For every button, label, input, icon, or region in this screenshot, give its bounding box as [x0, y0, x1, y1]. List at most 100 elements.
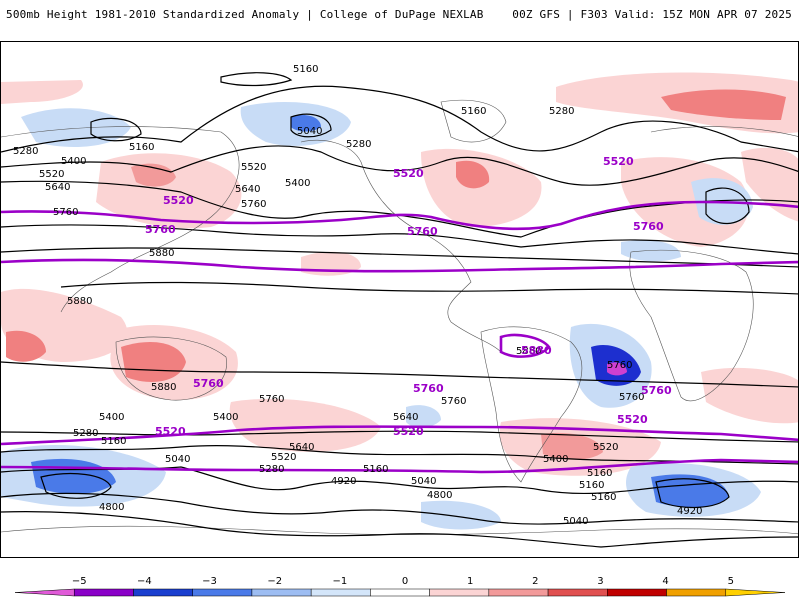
pos-anomaly-nw [1, 80, 83, 104]
coast-greenland [440, 99, 507, 143]
contour-5280-north [1, 145, 798, 186]
colorbar-segment [133, 588, 193, 597]
contour-label: 5760 [607, 360, 632, 371]
colorbar-segment [73, 588, 134, 597]
contour-label: 5280 [259, 464, 284, 475]
colorbar-segments [14, 588, 786, 597]
neg-anomaly-aleutian-core [291, 115, 321, 132]
contour-5040-aleutian-low [290, 113, 332, 138]
colorbar-segment [547, 588, 608, 597]
contour-label: 4920 [677, 506, 702, 517]
purple-5520-north [1, 200, 798, 231]
contour-5640-north [1, 224, 798, 255]
purple-5880-sa-loop [499, 333, 551, 358]
purple-contour-label: 5760 [407, 225, 438, 238]
purple-contour-label: 5760 [641, 384, 672, 397]
run-info: 00Z GFS | F303 Valid: 15Z MON APR 07 202… [512, 8, 792, 21]
contour-label: 5640 [235, 184, 260, 195]
contour-label: 5520 [593, 442, 618, 453]
purple-contour-label: 5760 [145, 223, 176, 236]
neg-anomaly-s-america-center [607, 362, 627, 376]
contour-label: 5880 [516, 346, 541, 357]
contour-label: 5400 [543, 454, 568, 465]
colorbar-tick-label: −4 [137, 576, 152, 587]
purple-contour-label: 5760 [633, 220, 664, 233]
contour-label: 5040 [165, 454, 190, 465]
pos-anomaly-indian-strong [6, 330, 46, 362]
colorbar-tick-label: 1 [467, 576, 473, 587]
contour-5040-south [1, 492, 798, 525]
contour-label: 5640 [289, 442, 314, 453]
contour-5280-south [1, 466, 798, 495]
coast-south-america [480, 326, 583, 483]
coastlines [1, 99, 798, 535]
contour-label: 5040 [297, 126, 322, 137]
contour-label: 5760 [619, 392, 644, 403]
contour-label: 5040 [411, 476, 436, 487]
contour-5160-sibera-low [90, 117, 142, 142]
colorbar-tick-labels: −5 −4 −3 −2 −1 0 1 2 3 4 5 [72, 576, 734, 587]
purple-contour-label: 5520 [603, 155, 634, 168]
contour-5160-arctic-loop [220, 72, 293, 87]
contour-label: 5280 [13, 146, 38, 157]
highlight-contours [1, 200, 798, 474]
colorbar-tick-label: 5 [728, 576, 734, 587]
pos-anomaly-asia-strong [131, 163, 176, 187]
pos-anomaly-na-east-strong [456, 160, 490, 189]
black-contour-labels: 5160 5040 5280 5160 5280 5400 5160 5520 … [13, 64, 702, 527]
colorbar-segment [607, 588, 667, 597]
map-panel: 5160 5040 5280 5160 5280 5400 5160 5520 … [0, 41, 799, 558]
contour-label: 5760 [53, 207, 78, 218]
coast-africa [629, 249, 754, 402]
contour-label: 5640 [45, 182, 70, 193]
contour-label: 5160 [129, 142, 154, 153]
colorbar-segment [14, 588, 75, 597]
contour-label: 5760 [441, 396, 466, 407]
purple-contour-label: 5520 [393, 167, 424, 180]
purple-contour-label: 5520 [393, 425, 424, 438]
pos-anomaly-asia [96, 153, 242, 229]
pos-anomaly-australia-strong [121, 342, 186, 382]
neg-anomaly-pacific-small [406, 405, 441, 428]
colorbar-tick-label: 3 [597, 576, 603, 587]
purple-5520-south [1, 458, 798, 474]
purple-contour-label: 5520 [155, 425, 186, 438]
contour-label: 5400 [213, 412, 238, 423]
contour-label: 4800 [427, 490, 452, 501]
colorbar-segment [666, 588, 727, 597]
colorbar-segment [192, 588, 253, 597]
contour-label: 5880 [67, 296, 92, 307]
contour-label: 5160 [591, 492, 616, 503]
contour-label: 5400 [285, 178, 310, 189]
purple-contour-label: 5520 [163, 194, 194, 207]
pos-anomaly-se [701, 367, 798, 424]
contour-5160-north [1, 85, 798, 153]
contour-label: 5160 [579, 480, 604, 491]
contour-label: 5400 [61, 156, 86, 167]
contour-label: 5640 [393, 412, 418, 423]
colorbar-tick-label: 0 [402, 576, 408, 587]
contour-label: 5160 [461, 106, 486, 117]
contour-label: 5760 [259, 394, 284, 405]
contour-label: 5280 [73, 428, 98, 439]
contour-label: 4920 [331, 476, 356, 487]
contour-label: 5040 [563, 516, 588, 527]
colorbar-segment [310, 588, 371, 597]
purple-contour-label: 5880 [521, 344, 552, 357]
neg-anomaly-atlantic [621, 240, 681, 262]
purple-contour-label: 5760 [413, 382, 444, 395]
purple-5760-south [1, 425, 798, 446]
contour-label: 5520 [39, 169, 64, 180]
contour-label: 5880 [149, 248, 174, 259]
contour-4800-sw-low [40, 472, 112, 499]
contour-label: 5520 [271, 452, 296, 463]
contour-4920-south [1, 511, 798, 548]
purple-contour-labels: 5520 5760 5520 5760 5520 5760 5760 5880 … [145, 155, 672, 438]
colorbar-tick-label: 2 [532, 576, 538, 587]
colorbar-tick-label: −5 [72, 576, 87, 587]
map-title: 500mb Height 1981-2010 Standardized Anom… [6, 8, 484, 21]
contour-label: 5160 [101, 436, 126, 447]
coast-north-america [300, 139, 502, 353]
contour-label: 5400 [99, 412, 124, 423]
pos-anomaly-na-east [421, 148, 542, 227]
